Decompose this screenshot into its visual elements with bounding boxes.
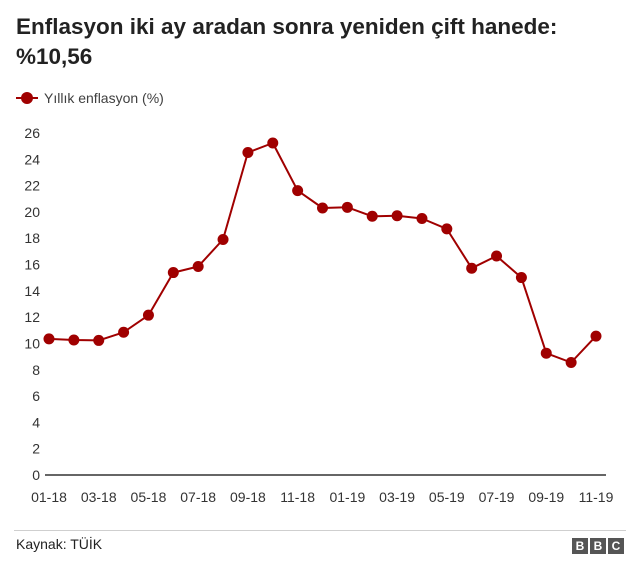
series-line xyxy=(48,142,597,364)
data-point xyxy=(68,334,80,346)
bbc-logo: B B C xyxy=(572,538,624,554)
data-point xyxy=(242,146,254,158)
data-point xyxy=(491,250,503,262)
data-point xyxy=(192,261,204,273)
data-point xyxy=(118,326,130,338)
x-tick-label: 09-18 xyxy=(230,489,266,505)
x-tick-label: 01-18 xyxy=(31,489,67,505)
x-tick-label: 05-18 xyxy=(131,489,167,505)
y-tick-label: 0 xyxy=(32,467,40,483)
data-point xyxy=(441,223,453,235)
x-tick-label: 07-18 xyxy=(180,489,216,505)
x-tick-label: 03-19 xyxy=(379,489,415,505)
data-point xyxy=(317,202,328,214)
bbc-logo-letter: B xyxy=(572,538,588,554)
data-point xyxy=(341,201,353,213)
data-point xyxy=(466,262,478,274)
y-tick-label: 10 xyxy=(24,335,40,351)
data-point xyxy=(416,213,428,224)
data-point xyxy=(366,210,378,222)
data-point xyxy=(267,137,279,149)
footer-divider xyxy=(14,530,626,531)
data-point xyxy=(167,267,179,279)
x-tick-label: 01-19 xyxy=(329,489,365,505)
data-point xyxy=(142,309,154,321)
data-point xyxy=(565,357,577,369)
data-point xyxy=(515,272,527,284)
data-point xyxy=(391,210,403,222)
y-tick-label: 2 xyxy=(32,441,40,457)
x-tick-label: 11-19 xyxy=(579,489,614,505)
data-point xyxy=(292,185,304,197)
chart-title: Enflasyon iki ay aradan sonra yeniden çi… xyxy=(16,14,558,69)
y-tick-label: 6 xyxy=(32,388,40,404)
bbc-logo-letter: C xyxy=(608,538,624,554)
y-tick-label: 14 xyxy=(24,283,40,299)
data-point xyxy=(93,334,105,346)
chart-legend: Yıllık enflasyon (%) xyxy=(16,88,164,108)
y-tick-label: 4 xyxy=(32,414,40,430)
y-tick-label: 22 xyxy=(24,178,40,194)
x-tick-label: 05-19 xyxy=(429,489,465,505)
data-point xyxy=(217,234,229,246)
y-tick-label: 18 xyxy=(24,230,40,246)
x-tick-label: 09-19 xyxy=(528,489,564,505)
data-point xyxy=(43,333,55,345)
x-tick-label: 03-18 xyxy=(81,489,117,505)
y-tick-label: 16 xyxy=(24,257,40,273)
y-tick-label: 12 xyxy=(24,309,40,325)
legend-marker-icon xyxy=(16,92,38,104)
y-tick-label: 26 xyxy=(24,125,40,141)
y-tick-label: 8 xyxy=(32,362,40,378)
data-point xyxy=(540,347,552,359)
data-point xyxy=(590,330,602,342)
x-tick-label: 11-18 xyxy=(280,489,315,505)
bbc-logo-letter: B xyxy=(590,538,606,554)
legend-label: Yıllık enflasyon (%) xyxy=(44,90,164,106)
source-note: Kaynak: TÜİK xyxy=(16,536,103,552)
y-tick-label: 24 xyxy=(24,151,40,167)
x-tick-label: 07-19 xyxy=(479,489,515,505)
y-tick-label: 20 xyxy=(24,204,40,220)
